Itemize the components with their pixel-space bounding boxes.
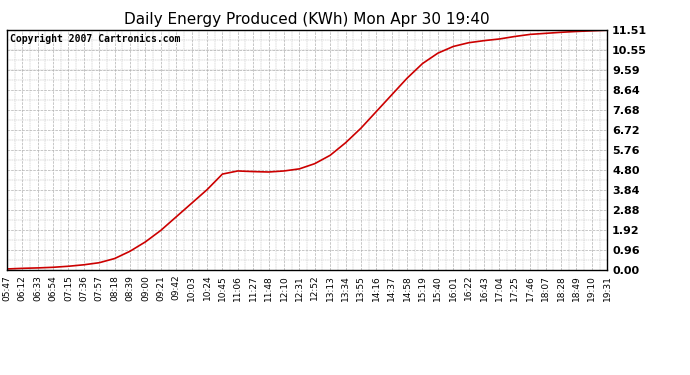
- Text: Copyright 2007 Cartronics.com: Copyright 2007 Cartronics.com: [10, 34, 180, 44]
- Title: Daily Energy Produced (KWh) Mon Apr 30 19:40: Daily Energy Produced (KWh) Mon Apr 30 1…: [124, 12, 490, 27]
